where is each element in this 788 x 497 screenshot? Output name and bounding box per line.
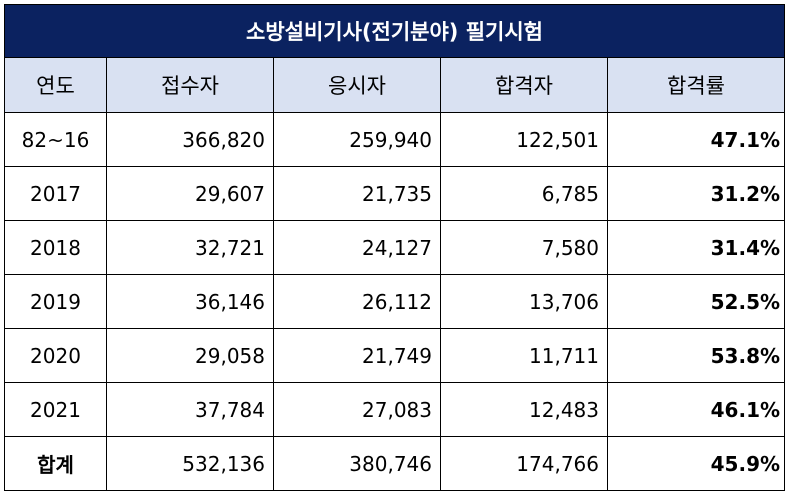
- total-examinees: 380,746: [273, 436, 441, 491]
- title-row: 소방설비기사(전기분야) 필기시험: [3, 4, 786, 58]
- passers-cell: 11,711: [440, 328, 608, 383]
- passers-cell: 122,501: [440, 112, 608, 167]
- pass-rate-cell: 52.5%: [606, 274, 786, 329]
- passers-cell: 6,785: [440, 166, 608, 221]
- header-pass-rate: 합격률: [606, 57, 786, 113]
- exam-statistics-table: 소방설비기사(전기분야) 필기시험 연도 접수자 응시자 합격자 합격률 82~…: [3, 4, 786, 491]
- pass-rate-cell: 31.4%: [606, 220, 786, 275]
- table-row: 2018 32,721 24,127 7,580 31.4%: [4, 220, 786, 275]
- year-cell: 82~16: [4, 112, 107, 167]
- applicants-cell: 32,721: [106, 220, 274, 275]
- pass-rate-cell: 53.8%: [606, 328, 786, 383]
- total-label: 합계: [4, 436, 107, 491]
- passers-cell: 13,706: [440, 274, 608, 329]
- year-cell: 2017: [4, 166, 107, 221]
- applicants-cell: 366,820: [106, 112, 274, 167]
- table-title: 소방설비기사(전기분야) 필기시험: [3, 4, 786, 58]
- year-cell: 2021: [4, 382, 107, 437]
- header-year: 연도: [4, 57, 107, 113]
- header-passers: 합격자: [440, 57, 608, 113]
- applicants-cell: 29,058: [106, 328, 274, 383]
- applicants-cell: 29,607: [106, 166, 274, 221]
- total-passers: 174,766: [440, 436, 608, 491]
- passers-cell: 7,580: [440, 220, 608, 275]
- pass-rate-cell: 47.1%: [606, 112, 786, 167]
- table-row: 2019 36,146 26,112 13,706 52.5%: [4, 274, 786, 329]
- total-row: 합계 532,136 380,746 174,766 45.9%: [4, 436, 786, 491]
- pass-rate-cell: 31.2%: [606, 166, 786, 221]
- total-pass-rate: 45.9%: [606, 436, 786, 491]
- passers-cell: 12,483: [440, 382, 608, 437]
- table-row: 2017 29,607 21,735 6,785 31.2%: [4, 166, 786, 221]
- applicants-cell: 37,784: [106, 382, 274, 437]
- examinees-cell: 26,112: [273, 274, 441, 329]
- header-applicants: 접수자: [106, 57, 274, 113]
- year-cell: 2019: [4, 274, 107, 329]
- header-row: 연도 접수자 응시자 합격자 합격률: [4, 57, 786, 113]
- stats-table-container: 소방설비기사(전기분야) 필기시험 연도 접수자 응시자 합격자 합격률 82~…: [3, 4, 786, 491]
- table-row: 2021 37,784 27,083 12,483 46.1%: [4, 382, 786, 437]
- total-applicants: 532,136: [106, 436, 274, 491]
- pass-rate-cell: 46.1%: [606, 382, 786, 437]
- year-cell: 2018: [4, 220, 107, 275]
- table-row: 82~16 366,820 259,940 122,501 47.1%: [4, 112, 786, 167]
- examinees-cell: 27,083: [273, 382, 441, 437]
- table-row: 2020 29,058 21,749 11,711 53.8%: [4, 328, 786, 383]
- examinees-cell: 24,127: [273, 220, 441, 275]
- examinees-cell: 259,940: [273, 112, 441, 167]
- examinees-cell: 21,735: [273, 166, 441, 221]
- year-cell: 2020: [4, 328, 107, 383]
- header-examinees: 응시자: [273, 57, 441, 113]
- applicants-cell: 36,146: [106, 274, 274, 329]
- examinees-cell: 21,749: [273, 328, 441, 383]
